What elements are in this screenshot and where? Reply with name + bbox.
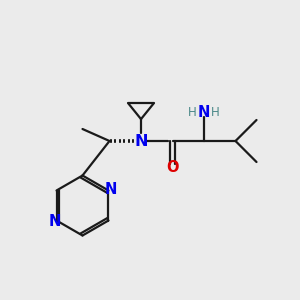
Text: N: N: [48, 214, 61, 229]
Text: N: N: [198, 105, 210, 120]
Text: H: H: [188, 106, 197, 119]
Text: N: N: [104, 182, 117, 197]
Text: H: H: [211, 106, 220, 119]
Text: O: O: [166, 160, 179, 175]
Text: N: N: [134, 134, 148, 148]
